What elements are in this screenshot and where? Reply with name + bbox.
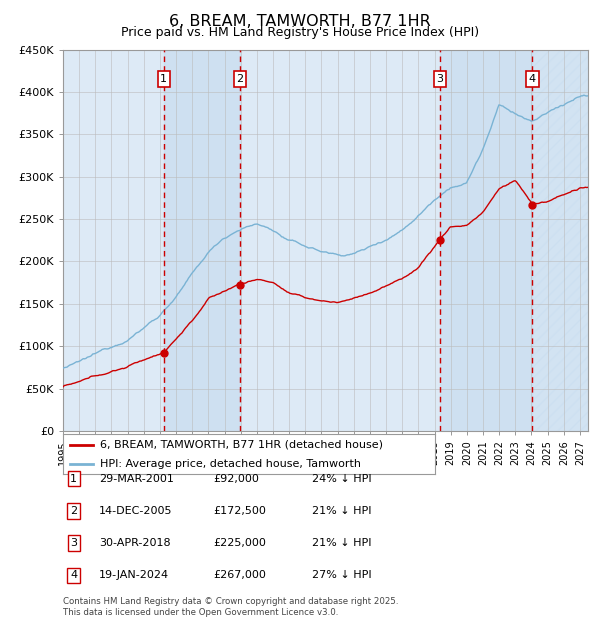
Text: 24% ↓ HPI: 24% ↓ HPI	[312, 474, 371, 484]
Text: 19-JAN-2024: 19-JAN-2024	[99, 570, 169, 580]
Text: 27% ↓ HPI: 27% ↓ HPI	[312, 570, 371, 580]
Text: £225,000: £225,000	[213, 538, 266, 548]
Text: £172,500: £172,500	[213, 506, 266, 516]
Text: 21% ↓ HPI: 21% ↓ HPI	[312, 538, 371, 548]
Text: 3: 3	[436, 74, 443, 84]
Text: 3: 3	[70, 538, 77, 548]
Text: 6, BREAM, TAMWORTH, B77 1HR (detached house): 6, BREAM, TAMWORTH, B77 1HR (detached ho…	[100, 440, 383, 450]
Text: 6, BREAM, TAMWORTH, B77 1HR: 6, BREAM, TAMWORTH, B77 1HR	[169, 14, 431, 29]
Text: Price paid vs. HM Land Registry's House Price Index (HPI): Price paid vs. HM Land Registry's House …	[121, 26, 479, 39]
Bar	[532, 50, 588, 431]
Text: 2: 2	[236, 74, 244, 84]
Text: Contains HM Land Registry data © Crown copyright and database right 2025.
This d: Contains HM Land Registry data © Crown c…	[63, 598, 398, 617]
Text: 1: 1	[70, 474, 77, 484]
Text: 2: 2	[70, 506, 77, 516]
Text: 1: 1	[160, 74, 167, 84]
Bar	[440, 50, 532, 431]
Text: 29-MAR-2001: 29-MAR-2001	[99, 474, 174, 484]
Text: £267,000: £267,000	[213, 570, 266, 580]
Text: HPI: Average price, detached house, Tamworth: HPI: Average price, detached house, Tamw…	[100, 459, 361, 469]
Text: 14-DEC-2005: 14-DEC-2005	[99, 506, 173, 516]
Text: 30-APR-2018: 30-APR-2018	[99, 538, 170, 548]
Text: 4: 4	[70, 570, 77, 580]
Text: 4: 4	[529, 74, 536, 84]
Text: 21% ↓ HPI: 21% ↓ HPI	[312, 506, 371, 516]
Bar	[164, 50, 240, 431]
Text: £92,000: £92,000	[213, 474, 259, 484]
